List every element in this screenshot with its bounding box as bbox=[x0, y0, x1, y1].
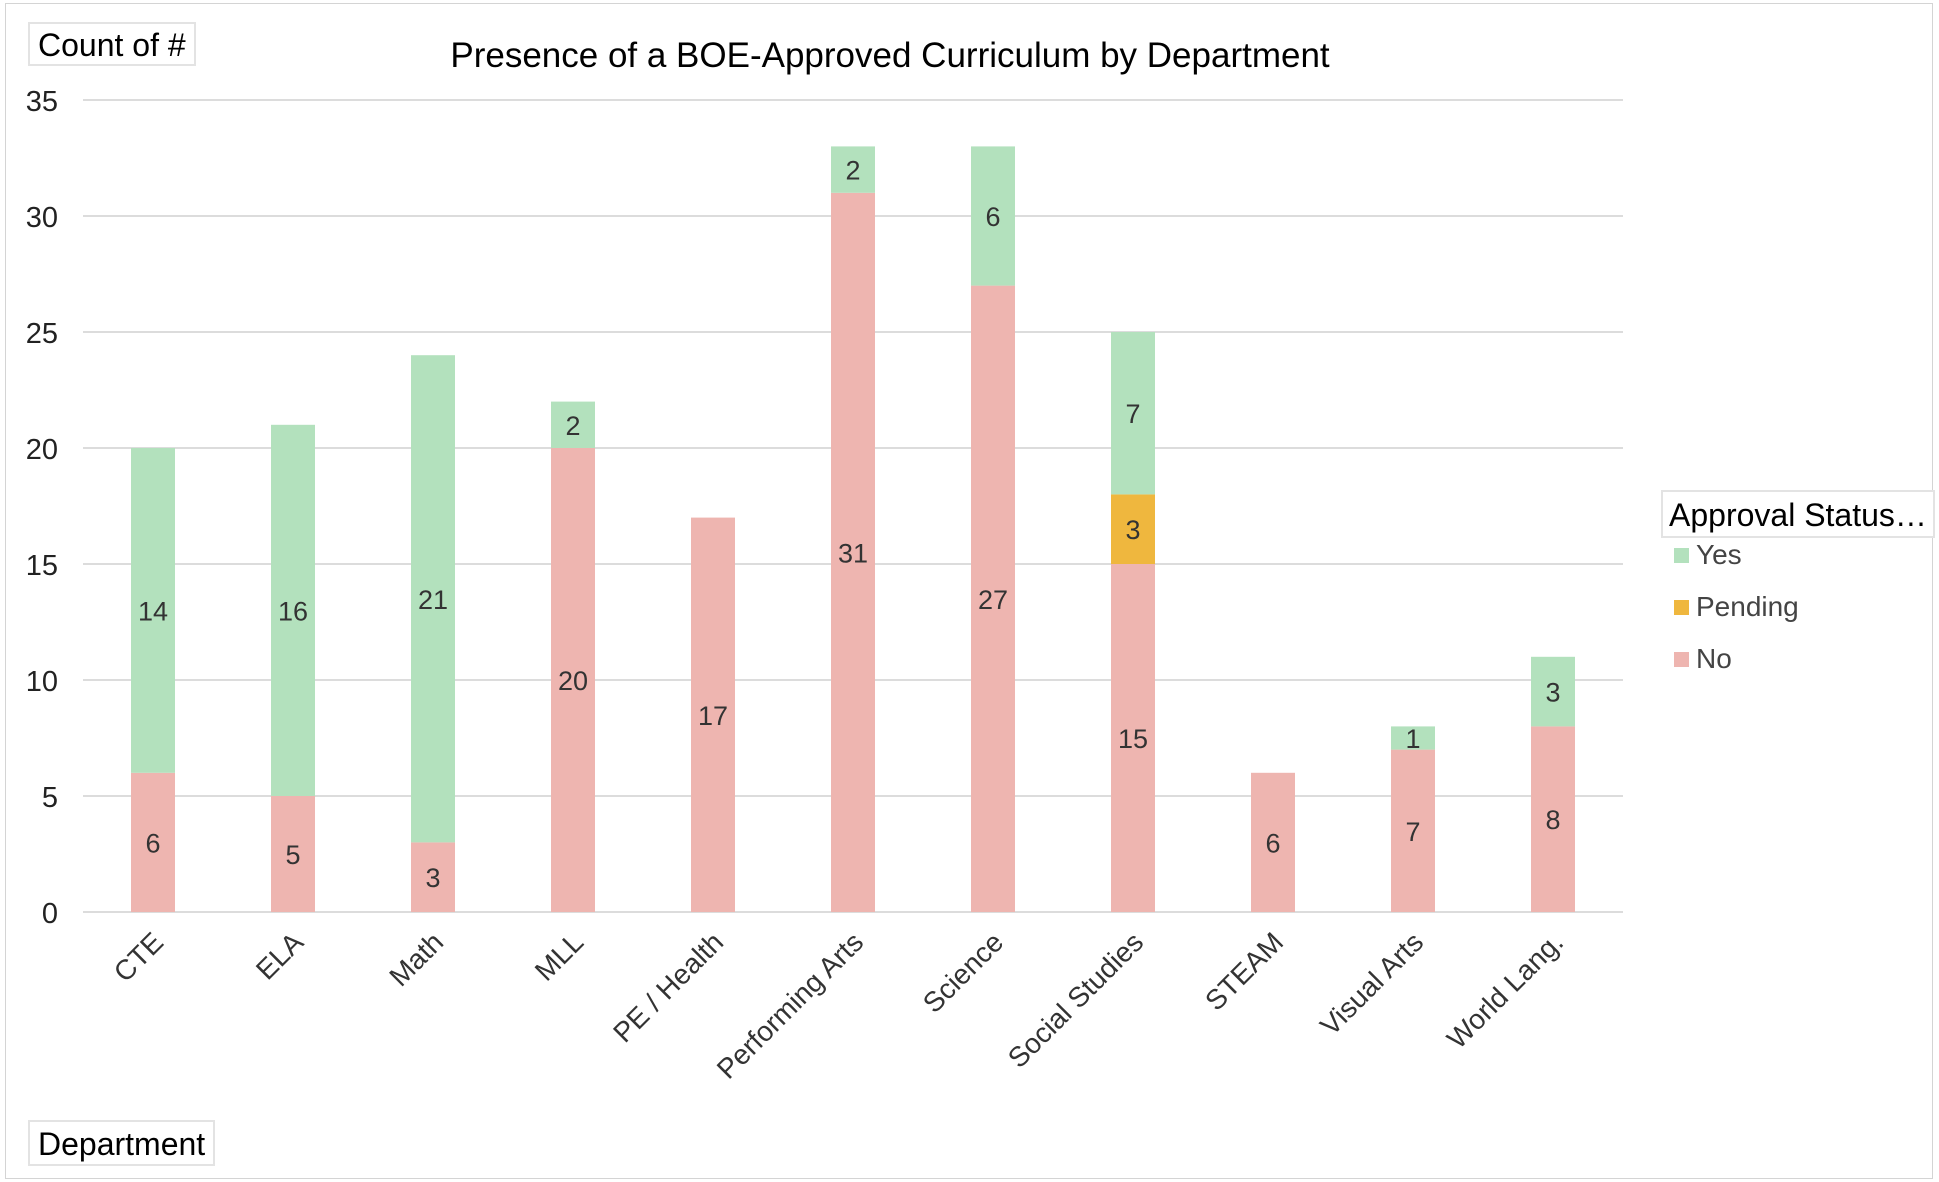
data-label: 6 bbox=[985, 202, 1000, 232]
legend-swatch-pending bbox=[1674, 600, 1689, 615]
data-label: 7 bbox=[1125, 399, 1140, 429]
bar-segment-yes[interactable] bbox=[131, 448, 175, 773]
bar-segment-no[interactable] bbox=[691, 517, 735, 912]
data-label: 3 bbox=[425, 863, 440, 893]
legend-field-button[interactable]: Approval Status… bbox=[1661, 490, 1935, 538]
value-field-button[interactable]: Count of # bbox=[28, 22, 196, 66]
bar-segment-no[interactable] bbox=[831, 192, 875, 913]
x-tick-label: Social Studies bbox=[1002, 926, 1149, 1073]
x-tick-label: Visual Arts bbox=[1314, 926, 1429, 1041]
data-label: 15 bbox=[1118, 724, 1148, 754]
data-label: 3 bbox=[1125, 515, 1140, 545]
bar-segment-yes[interactable] bbox=[271, 424, 315, 796]
chart-frame bbox=[5, 3, 1933, 1179]
bar-segment-no[interactable] bbox=[1391, 749, 1435, 912]
data-label: 5 bbox=[285, 840, 300, 870]
bar-segment-yes[interactable] bbox=[1531, 656, 1575, 727]
y-tick-label: 10 bbox=[26, 666, 58, 698]
legend-label-pending[interactable]: Pending bbox=[1696, 591, 1799, 622]
legend-swatch-no bbox=[1674, 652, 1689, 667]
bar-segment-yes[interactable] bbox=[411, 355, 455, 843]
bar-segment-yes[interactable] bbox=[551, 401, 595, 448]
legend-label-no[interactable]: No bbox=[1696, 643, 1732, 674]
x-tick-label: MLL bbox=[529, 926, 589, 986]
data-label: 17 bbox=[698, 701, 728, 731]
legend-swatch-yes bbox=[1674, 548, 1689, 563]
x-tick-label: PE / Health bbox=[607, 926, 729, 1048]
data-label: 6 bbox=[1265, 828, 1280, 858]
data-label: 14 bbox=[138, 596, 168, 626]
x-tick-label: CTE bbox=[108, 926, 170, 988]
bar-segment-no[interactable] bbox=[131, 772, 175, 912]
bar-segment-yes[interactable] bbox=[1391, 726, 1435, 750]
chart-title: Presence of a BOE-Approved Curriculum by… bbox=[450, 36, 1330, 75]
y-tick-label: 5 bbox=[42, 782, 58, 814]
x-tick-label: Math bbox=[383, 926, 449, 992]
y-tick-label: 20 bbox=[26, 434, 58, 466]
data-label: 1 bbox=[1405, 724, 1420, 754]
data-label: 2 bbox=[845, 156, 860, 186]
data-label: 21 bbox=[418, 585, 448, 615]
y-tick-label: 25 bbox=[26, 318, 58, 350]
y-axis-ticks: 0 5 10 15 20 25 30 35 bbox=[26, 86, 58, 930]
bar-segment-yes[interactable] bbox=[971, 146, 1015, 286]
data-label: 6 bbox=[145, 828, 160, 858]
legend-label-yes[interactable]: Yes bbox=[1696, 539, 1742, 570]
x-tick-label: Science bbox=[917, 926, 1009, 1018]
y-tick-label: 30 bbox=[26, 202, 58, 234]
axis-field-button[interactable]: Department bbox=[28, 1120, 216, 1166]
bar-segment-no[interactable] bbox=[271, 796, 315, 912]
bars: 6 14 5 16 3 21 20 2 17 31 2 27 6 15 3 7 6 7 1 8 3 bbox=[131, 146, 1575, 913]
x-tick-label: World Lang. bbox=[1441, 926, 1569, 1054]
data-label: 3 bbox=[1545, 678, 1560, 708]
data-label: 20 bbox=[558, 666, 588, 696]
bar-segment-no[interactable] bbox=[551, 448, 595, 912]
y-tick-label: 15 bbox=[26, 550, 58, 582]
x-tick-label: ELA bbox=[250, 926, 310, 986]
bar-segment-pending[interactable] bbox=[1111, 494, 1155, 564]
data-label: 16 bbox=[278, 596, 308, 626]
bar-segment-no[interactable] bbox=[411, 842, 455, 912]
x-tick-label: STEAM bbox=[1199, 926, 1289, 1016]
data-label: 7 bbox=[1405, 817, 1420, 847]
legend: Yes Pending No bbox=[1674, 539, 1799, 674]
bar-segment-yes[interactable] bbox=[1111, 332, 1155, 495]
data-label: 31 bbox=[838, 538, 868, 568]
bar-segment-yes[interactable] bbox=[831, 146, 875, 193]
bar-segment-no[interactable] bbox=[971, 285, 1015, 913]
y-tick-label: 0 bbox=[42, 898, 58, 930]
data-label: 8 bbox=[1545, 805, 1560, 835]
data-label: 2 bbox=[565, 411, 580, 441]
bar-segment-no[interactable] bbox=[1531, 726, 1575, 912]
x-tick-label: Performing Arts bbox=[711, 926, 869, 1084]
y-tick-label: 35 bbox=[26, 86, 58, 118]
data-label: 27 bbox=[978, 585, 1008, 615]
bar-segment-no[interactable] bbox=[1111, 564, 1155, 912]
bar-segment-no[interactable] bbox=[1251, 772, 1295, 912]
